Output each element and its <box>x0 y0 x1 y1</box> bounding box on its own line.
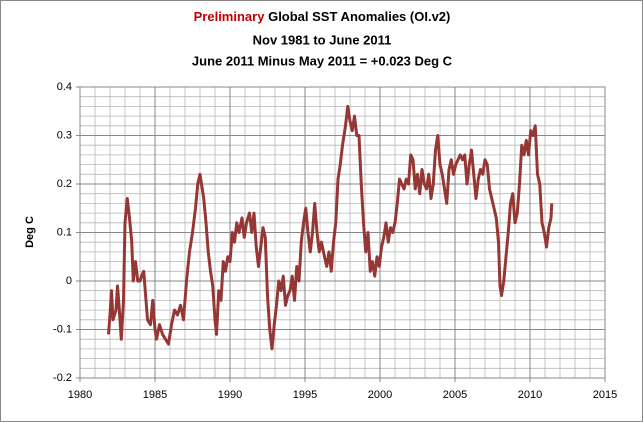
y-tick-label: -0.1 <box>53 323 72 335</box>
x-tick-label: 1985 <box>143 389 167 401</box>
chart-annotation: June 2011 Minus May 2011 = +0.023 Deg C <box>192 53 453 68</box>
x-tick-label: 1980 <box>68 389 92 401</box>
y-tick-label: 0.4 <box>57 81 72 93</box>
title-text: Global SST Anomalies (OI.v2) <box>268 9 450 24</box>
data-line <box>107 104 554 351</box>
plot-area-border <box>79 86 606 379</box>
y-tick-label: 0.3 <box>57 129 72 141</box>
chart-title: Preliminary Global SST Anomalies (OI.v2) <box>194 9 451 24</box>
x-tick-label: 1990 <box>218 389 242 401</box>
x-tick-label: 2005 <box>443 389 467 401</box>
y-axis-label: Deg C <box>24 216 36 248</box>
y-tick-label: 0.2 <box>57 178 72 190</box>
y-tick-label: 0 <box>66 275 72 287</box>
chart-subtitle: Nov 1981 to June 2011 <box>253 32 392 47</box>
x-tick-label: 1995 <box>293 389 317 401</box>
x-tick-label: 2010 <box>518 389 542 401</box>
x-tick-label: 2015 <box>593 389 617 401</box>
x-tick-label: 2000 <box>368 389 392 401</box>
title-highlight: Preliminary <box>194 9 266 24</box>
y-tick-label: -0.2 <box>53 372 72 384</box>
y-tick-label: 0.1 <box>57 226 72 238</box>
